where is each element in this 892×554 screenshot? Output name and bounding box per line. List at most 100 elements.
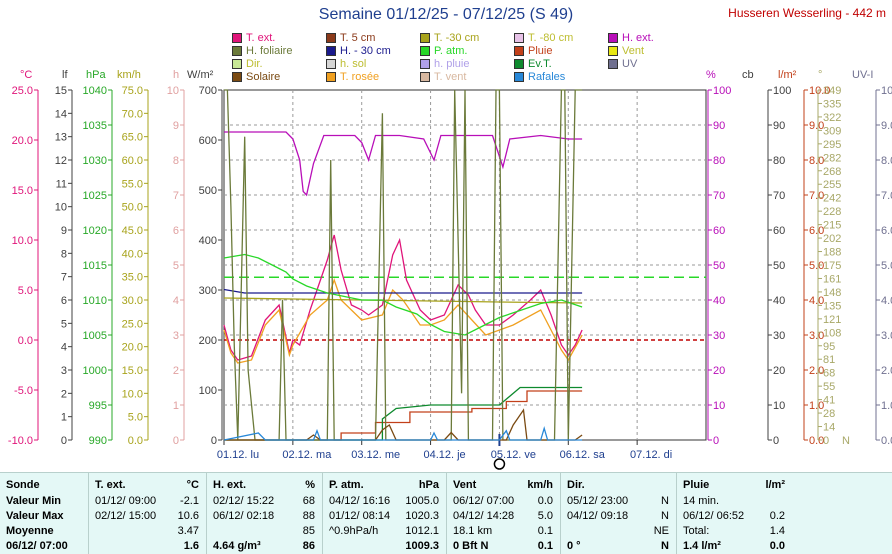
tick-label-cb: 90 [773, 120, 785, 132]
tick-label-deg: 55 [823, 381, 835, 393]
legend-swatch [608, 33, 618, 43]
tick-label-solar: 700 [199, 85, 217, 97]
tick-label-uv: 0.0 [881, 435, 892, 447]
legend-item: Solaire [232, 71, 280, 83]
table-cell-value: 1.6 [183, 540, 199, 552]
tick-label-cb: 70 [773, 190, 785, 202]
unit-press: hPa [86, 69, 106, 81]
legend-label: P. atm. [434, 45, 468, 57]
tick-label-pct: 80 [713, 155, 725, 167]
table-column: Sonde Valeur Min Valeur Max Moyenne 06/12/ 0… [0, 473, 88, 554]
tick-label-rain: 2.0 [809, 365, 824, 377]
series-h-ext- [224, 131, 583, 197]
tick-label-wind: 70.0 [122, 108, 143, 120]
table-header: Vent [453, 479, 477, 491]
tick-label-leaf: 14 [55, 108, 67, 120]
legend-swatch [232, 59, 242, 69]
legend: T. ext. T. 5 cm T. -30 cm T. -80 cm H. ext. H… [232, 32, 672, 84]
tick-label-uv: 1.0 [881, 400, 892, 412]
table-cell-value: 0.0 [537, 495, 553, 507]
table-cell-value: 10.6 [177, 510, 199, 522]
tick-label-wind: 15.0 [122, 365, 143, 377]
tick-label-pct: 70 [713, 190, 725, 202]
legend-label: h. sol [340, 58, 367, 70]
tick-label-press: 1035 [83, 120, 107, 132]
tick-label-deg: 268 [823, 166, 841, 178]
legend-label: Vent [622, 45, 645, 57]
tick-label-deg: 41 [823, 395, 835, 407]
x-tick-label: 07.12. di [630, 449, 672, 461]
tick-label-deg: 0 [823, 435, 829, 447]
table-unit: l/m² [765, 479, 785, 491]
tick-label-solar: 300 [199, 285, 217, 297]
tick-label-rain: 0.0 [809, 435, 824, 447]
table-row-label: Valeur Min [6, 495, 62, 507]
tick-label-wind: 30.0 [122, 295, 143, 307]
tick-label-deg: 242 [823, 193, 841, 205]
tick-label-deg: 188 [823, 247, 841, 259]
legend-label: H. foliaire [246, 45, 293, 57]
tick-label-deg: 68 [823, 368, 835, 380]
legend-swatch [326, 59, 336, 69]
tick-label-press: 1005 [83, 330, 107, 342]
tick-label-press: 1025 [83, 190, 107, 202]
tick-label-hour: 5 [173, 260, 179, 272]
tick-label-cb: 40 [773, 295, 785, 307]
legend-swatch [608, 59, 618, 69]
unit-cb: cb [742, 69, 754, 81]
legend-swatch [420, 46, 430, 56]
table-cell: 01/12/ 09:00 [95, 495, 157, 507]
tick-label-pct: 100 [713, 85, 731, 97]
legend-swatch [420, 59, 430, 69]
table-cell-value: 1.4 [769, 525, 785, 537]
tick-label-solar: 100 [199, 385, 217, 397]
tick-label-hour: 6 [173, 225, 179, 237]
tick-label-deg: 228 [823, 206, 841, 218]
legend-swatch [514, 72, 524, 82]
tick-label-pct: 60 [713, 225, 725, 237]
tick-label-temp: 25.0 [12, 85, 33, 97]
table-cell: 0 Bft N [453, 540, 489, 552]
tick-label-press: 1000 [83, 365, 107, 377]
tick-label-deg: 215 [823, 220, 841, 232]
tick-label-wind: 50.0 [122, 202, 143, 214]
table-cell-value: 1012.1 [405, 525, 439, 537]
legend-item: H. foliaire [232, 45, 292, 57]
tick-label-pct: 50 [713, 260, 725, 272]
legend-label: Solaire [246, 71, 281, 83]
table-cell: Total: [683, 525, 710, 537]
table-header: T. ext. [95, 479, 126, 491]
tick-label-cb: 80 [773, 155, 785, 167]
tick-label-hour: 9 [173, 120, 179, 132]
legend-label: T. 5 cm [340, 32, 376, 44]
legend-swatch [232, 33, 242, 43]
series-p-atm- [223, 253, 583, 336]
table-row-label: Moyenne [6, 525, 54, 537]
tick-label-uv: 5.0 [881, 260, 892, 272]
legend-item: T. 5 cm [326, 32, 375, 44]
legend-item: Pluie [514, 45, 552, 57]
tick-label-temp: 5.0 [18, 285, 33, 297]
tick-label-deg: 148 [823, 287, 841, 299]
tick-label-wind: 75.0 [122, 85, 143, 97]
tick-label-deg: 28 [823, 408, 835, 420]
tick-label-solar: 400 [199, 235, 217, 247]
legend-item: H. - 30 cm [326, 45, 391, 57]
series-t-ros-e [223, 278, 583, 364]
unit-deg: ° [818, 69, 823, 81]
tick-label-leaf: 6 [61, 295, 67, 307]
unit-hour: h [173, 69, 180, 81]
series-t-30-cm [223, 297, 583, 304]
legend-item: T. vent [420, 71, 466, 83]
legend-label: T. rosée [340, 71, 380, 83]
tick-label-deg: 295 [823, 139, 841, 151]
tick-label-deg: 255 [823, 179, 841, 191]
table-cell: 04/12/ 16:16 [329, 495, 391, 507]
tick-label-leaf: 13 [55, 132, 67, 144]
series-h-30-cm [223, 288, 583, 294]
tick-label-pct: 20 [713, 365, 725, 377]
legend-item: Vent [608, 45, 644, 57]
legend-item: Ev.T. [514, 58, 552, 70]
table-cell: 06/12/ 02:18 [213, 510, 275, 522]
tick-label-pct: 30 [713, 330, 725, 342]
